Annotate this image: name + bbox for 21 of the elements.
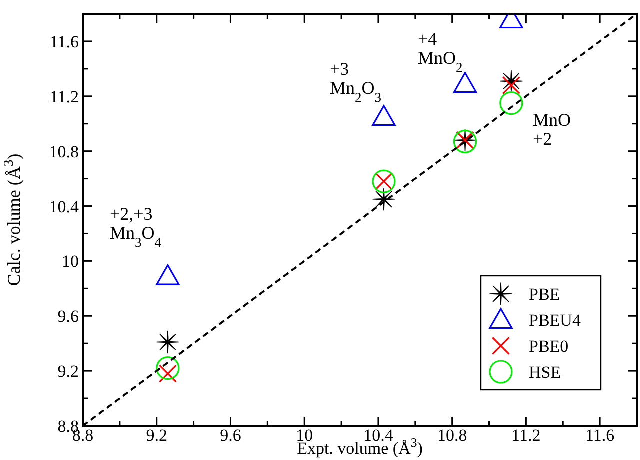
legend-label: HSE bbox=[529, 363, 562, 382]
y-tick-label: 11.6 bbox=[50, 32, 79, 52]
y-tick-label: 10.8 bbox=[49, 142, 79, 162]
y-tick-label: 10 bbox=[62, 252, 79, 272]
y-tick-label: 9.6 bbox=[58, 307, 79, 326]
legend-label: PBE0 bbox=[529, 337, 569, 356]
x-tick-label: 10.4 bbox=[364, 426, 394, 445]
x-tick-label: 11.2 bbox=[512, 426, 541, 445]
x-tick-label: 10.8 bbox=[437, 426, 468, 445]
annotation: +3 Mn$_{2}$O$_{3}$ bbox=[330, 59, 382, 104]
x-tick-label: 9.2 bbox=[146, 426, 168, 445]
x-tick-label: 9.6 bbox=[220, 426, 242, 445]
x-tick-label: 11.6 bbox=[586, 426, 615, 445]
legend-label: PBE bbox=[529, 285, 560, 304]
y-tick-label: 10.4 bbox=[49, 197, 80, 216]
legend-label: PBEU4 bbox=[529, 311, 582, 330]
y-tick-label: 11.2 bbox=[50, 87, 79, 106]
annotation: +2,+3 Mn$_{3}$O$_{4}$ bbox=[110, 204, 162, 250]
y-tick-label: 9.2 bbox=[58, 362, 79, 382]
annotation: +4 MnO$_{2}$ bbox=[418, 29, 463, 74]
annotation: MnO +2 bbox=[533, 110, 572, 149]
